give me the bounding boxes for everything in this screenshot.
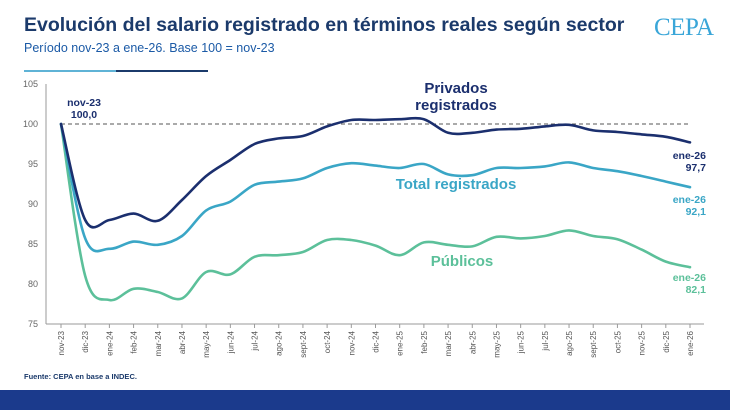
chart-subtitle: Período nov-23 a ene-26. Base 100 = nov-… [24, 41, 275, 55]
footer-bar [0, 390, 730, 410]
x-tick-label: oct-24 [323, 330, 332, 353]
y-tick-label: 95 [28, 159, 38, 169]
chart-annotations: nov-23 100,0 Privados registrados Total … [67, 80, 706, 296]
x-tick-label: ene-24 [105, 330, 114, 355]
chart-title: Evolución del salario registrado en térm… [24, 14, 625, 36]
x-tick-label: ene-25 [396, 330, 405, 355]
x-tick-label: sept-25 [589, 330, 598, 357]
x-tick-label: nov-23 [57, 330, 66, 355]
x-tick-label: nov-24 [347, 330, 356, 355]
privados-series-label-line2: registrados [415, 97, 497, 114]
y-tick-label: 100 [23, 119, 38, 129]
start-value-label: 100,0 [71, 109, 97, 121]
series-line-publicos [59, 122, 692, 302]
y-tick-label: 85 [28, 239, 38, 249]
privados-series-label-line1: Privados [424, 80, 487, 97]
privados-end-value-label: 97,7 [686, 162, 707, 174]
y-tick-label: 75 [28, 319, 38, 329]
x-tick-label: jun-24 [226, 330, 235, 354]
x-tick-label: oct-25 [613, 330, 622, 353]
start-date-label: nov-23 [67, 97, 101, 109]
publicos-end-date-label: ene-26 [673, 272, 706, 284]
y-tick-label: 105 [23, 79, 38, 89]
x-tick-label: feb-24 [130, 330, 139, 353]
total-series-label: Total registrados [396, 176, 517, 193]
x-tick-label: ago-25 [565, 330, 574, 355]
source-note: Fuente: CEPA en base a INDEC. [24, 372, 137, 381]
x-tick-label: dic-24 [372, 330, 381, 352]
x-tick-label: jul-24 [251, 330, 260, 351]
x-tick-label: dic-23 [81, 330, 90, 352]
privados-end-date-label: ene-26 [673, 150, 706, 162]
series-line-privados-registrados [59, 116, 692, 229]
chart-series [59, 116, 692, 302]
x-tick-label: mar-24 [154, 330, 163, 356]
x-tick-label: sept-24 [299, 330, 308, 357]
x-tick-label: nov-25 [638, 330, 647, 355]
x-tick-label: may-24 [202, 330, 211, 357]
y-tick-label: 80 [28, 279, 38, 289]
title-underline-dark [116, 70, 208, 72]
publicos-end-value-label: 82,1 [686, 284, 707, 296]
title-underline-light [24, 70, 116, 72]
x-tick-label: jun-25 [517, 330, 526, 354]
x-tick-label: abr-25 [468, 330, 477, 354]
y-tick-label: 90 [28, 199, 38, 209]
publicos-series-label: Públicos [431, 253, 494, 270]
cepa-logo: CEPA [654, 14, 714, 41]
x-tick-label: feb-25 [420, 330, 429, 353]
x-tick-label: abr-24 [178, 330, 187, 354]
total-end-value-label: 92,1 [686, 206, 707, 218]
x-tick-label: jul-25 [541, 330, 550, 351]
chart-axes: 75 80 85 90 95 100 105 nov-23 dic-23 ene-24 feb-24… [23, 79, 704, 358]
total-end-date-label: ene-26 [673, 194, 706, 206]
x-tick-label: may-25 [492, 330, 501, 357]
x-tick-label: dic-25 [662, 330, 671, 352]
series-line-total-registrados [59, 122, 692, 253]
x-tick-label: ene-26 [686, 330, 695, 355]
x-tick-label: ago-24 [275, 330, 284, 355]
line-chart: 75 80 85 90 95 100 105 nov-23 dic-23 ene-24 feb-24… [23, 79, 706, 358]
x-tick-label: mar-25 [444, 330, 453, 356]
